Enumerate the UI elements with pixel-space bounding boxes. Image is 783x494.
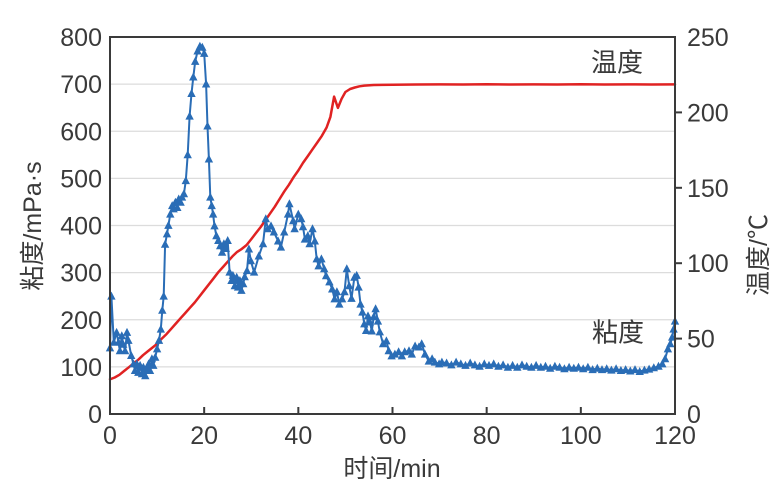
x-tick-label: 100	[560, 422, 602, 450]
x-tick-label: 20	[190, 422, 218, 450]
viscosity-series-label: 粘度	[591, 317, 645, 348]
x-tick-label: 60	[379, 422, 407, 450]
y-left-tick-label: 300	[60, 260, 102, 288]
y-left-tick-label: 400	[60, 213, 102, 241]
x-tick-label: 80	[473, 422, 501, 450]
x-tick-label: 40	[284, 422, 312, 450]
y-left-tick-label: 500	[60, 165, 102, 193]
y-left-tick-label: 800	[60, 24, 102, 52]
y-right-tick-label: 100	[687, 250, 729, 278]
y-right-tick-label: 150	[687, 175, 729, 203]
x-tick-label: 0	[103, 422, 117, 450]
y-right-axis-title: 温度/℃	[745, 214, 773, 296]
y-left-tick-label: 100	[60, 354, 102, 382]
y-left-tick-label: 600	[60, 118, 102, 146]
y-left-tick-label: 0	[88, 401, 102, 429]
x-tick-label: 120	[654, 422, 696, 450]
y-right-tick-label: 200	[687, 99, 729, 127]
y-right-tick-label: 50	[687, 326, 715, 354]
y-left-axis-title: 粘度/mPa·s	[19, 161, 47, 291]
temperature-series-line	[108, 82, 677, 381]
y-left-tick-label: 200	[60, 307, 102, 335]
temperature-series-label: 温度	[590, 47, 644, 78]
y-right-tick-label: 250	[687, 24, 729, 52]
x-axis-title: 时间/min	[343, 455, 441, 483]
y-left-tick-label: 700	[60, 71, 102, 99]
y-right-tick-label: 0	[687, 401, 701, 429]
